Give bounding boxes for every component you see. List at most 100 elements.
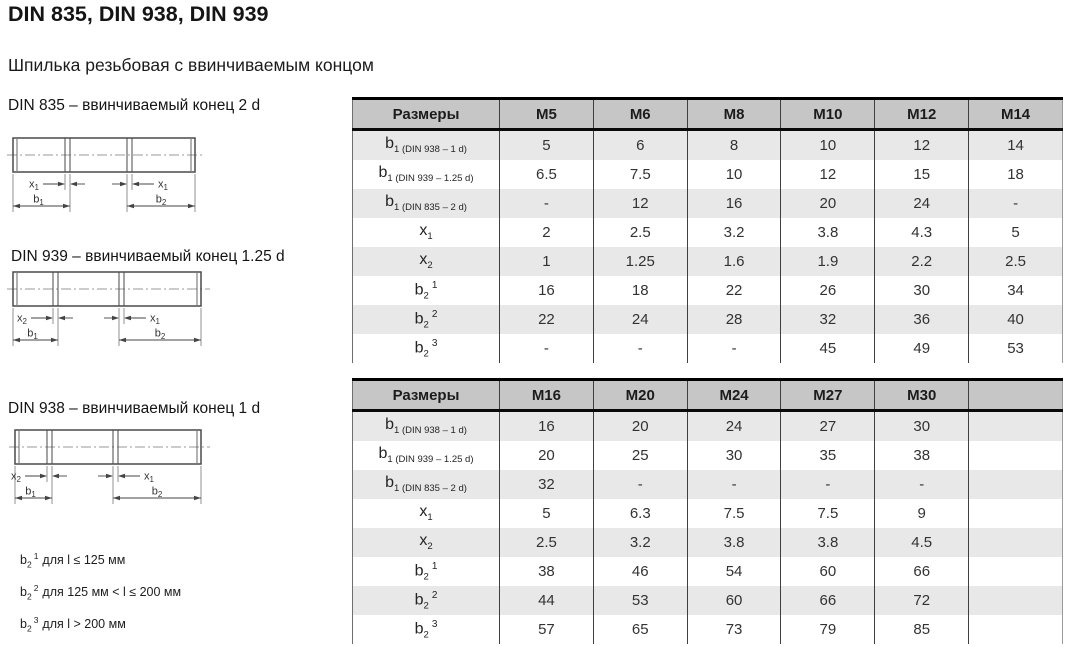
row-label: b1 (DIN 939 – 1.25 d) xyxy=(352,441,500,470)
table-cell xyxy=(968,557,1063,586)
dim-label: x2 xyxy=(11,471,22,485)
table-cell: 36 xyxy=(874,305,969,334)
table-cell: 4.3 xyxy=(874,218,969,247)
header-row: Размеры M16 M20 M24 M27 M30 xyxy=(352,379,1063,412)
table-cell: - xyxy=(968,189,1063,218)
table-cell: 1 xyxy=(499,247,594,276)
table-cell: 2.5 xyxy=(968,247,1063,276)
table-cell: 15 xyxy=(874,160,969,189)
dim-symbol: b xyxy=(20,617,27,632)
table-cell: 30 xyxy=(874,276,969,305)
table-cell: 49 xyxy=(874,334,969,363)
dim-label: x2 xyxy=(17,313,28,327)
row-label: b23 xyxy=(352,334,500,363)
dim-symbol: x xyxy=(419,251,428,269)
row-label: x1 xyxy=(352,218,500,247)
dim-symbol: b xyxy=(414,620,424,638)
table-cell: 2.2 xyxy=(874,247,969,276)
table-row: b1 (DIN 939 – 1.25 d) 20 25 30 35 38 xyxy=(352,441,1063,470)
table-cell: - xyxy=(592,334,688,363)
column-header: M30 xyxy=(874,379,969,412)
column-header: M27 xyxy=(780,379,875,412)
column-header: M16 xyxy=(499,379,594,412)
dim-subscript: 2 xyxy=(427,260,433,272)
dim-subscript: 2 xyxy=(26,591,32,602)
dim-subscript: 1 (DIN 938 – 1 d) xyxy=(394,144,467,156)
table-cell: 38 xyxy=(499,557,594,586)
table-cell: 79 xyxy=(780,615,875,644)
page-subtitle: Шпилька резьбовая с ввинчиваемым концом xyxy=(8,55,374,75)
dim-symbol: x xyxy=(419,222,428,240)
row-label: x2 xyxy=(352,247,500,276)
table-cell xyxy=(968,499,1063,528)
dim-superscript: 1 xyxy=(431,560,438,572)
table-cell: 10 xyxy=(780,129,875,160)
dim-label: x1 xyxy=(144,471,155,485)
row-label: b23 xyxy=(352,615,500,644)
table-row: b21 16 18 22 26 30 34 xyxy=(352,276,1063,305)
table-cell: 4.5 xyxy=(874,528,969,557)
dim-label: x1 xyxy=(29,179,40,193)
table-cell: - xyxy=(686,334,781,363)
stud-body xyxy=(14,429,202,465)
column-header: M6 xyxy=(592,98,688,131)
table-cell: - xyxy=(499,189,594,218)
column-header: M10 xyxy=(780,98,875,131)
table-cell: 5 xyxy=(968,218,1063,247)
table-cell: 3.8 xyxy=(686,528,781,557)
dim-superscript: 3 xyxy=(431,618,438,630)
row-label: x2 xyxy=(352,528,500,557)
table-cell: 53 xyxy=(968,334,1063,363)
dim-subscript: 2 xyxy=(26,559,32,570)
dim-label: b1 xyxy=(27,328,38,342)
table-cell: 18 xyxy=(968,160,1063,189)
table-cell: 22 xyxy=(499,305,594,334)
row-label: b1 (DIN 938 – 1 d) xyxy=(352,410,500,441)
table-cell: 72 xyxy=(874,586,969,615)
table-cell: 85 xyxy=(874,615,969,644)
din939-stud-drawing: x2 x1 b1 b2 xyxy=(7,271,210,346)
drawing-caption-din939: DIN 939 – ввинчиваемый конец 1.25 d xyxy=(11,248,285,265)
footnotes: b21 для l ≤ 125 мм b22 для 125 мм < l ≤ 200… xyxy=(20,551,181,647)
table-cell: 5 xyxy=(499,499,594,528)
table-row: b22 44 53 60 66 72 xyxy=(352,586,1063,615)
table-cell: - xyxy=(780,470,875,499)
stud-body xyxy=(12,137,196,173)
dim-subscript: 2 xyxy=(423,571,429,583)
table-cell: 24 xyxy=(592,305,688,334)
table-cell: 16 xyxy=(499,410,594,441)
dim-subscript: 1 (DIN 939 – 1.25 d) xyxy=(387,173,474,185)
table-cell: 2 xyxy=(499,218,594,247)
dim-superscript: 1 xyxy=(431,279,438,291)
dim-symbol: b xyxy=(20,585,27,600)
row-label: b21 xyxy=(352,276,500,305)
dim-label: b1 xyxy=(33,194,44,208)
table-cell: 12 xyxy=(874,129,969,160)
table-cell: 1.25 xyxy=(592,247,688,276)
sizes-table-m5-m14: Размеры M5 M6 M8 M10 M12 M14 b 1 (DIN 938 – 1 d)… xyxy=(352,97,1063,363)
column-header: M14 xyxy=(968,98,1063,131)
dim-symbol: b xyxy=(20,553,27,568)
size-column-header: Размеры xyxy=(352,98,500,131)
dim-subscript: 1 (DIN 835 – 2 d) xyxy=(394,202,467,214)
table-cell: 7.5 xyxy=(686,499,781,528)
table-cell: 12 xyxy=(780,160,875,189)
footnote: b21 для l ≤ 125 мм xyxy=(20,551,181,571)
dim-subscript: 2 xyxy=(427,541,433,553)
dim-subscript: 1 xyxy=(427,231,433,243)
table-cell: 2.5 xyxy=(592,218,688,247)
dim-superscript: 2 xyxy=(33,583,39,593)
table-row: b1 (DIN 939 – 1.25 d) 6.5 7.5 10 12 15 18 xyxy=(352,160,1063,189)
dim-subscript: 2 xyxy=(423,319,429,331)
table-cell: 16 xyxy=(499,276,594,305)
dim-superscript: 3 xyxy=(33,615,39,625)
table-cell: 27 xyxy=(780,410,875,441)
table-cell xyxy=(968,410,1063,441)
dim-symbol: b xyxy=(414,281,424,299)
table-cell: 16 xyxy=(686,189,781,218)
footnote: b22 для 125 мм < l ≤ 200 мм xyxy=(20,583,181,603)
header-row: Размеры M5 M6 M8 M10 M12 M14 xyxy=(352,98,1063,131)
dim-symbol: b xyxy=(385,193,395,211)
table-cell: 40 xyxy=(968,305,1063,334)
